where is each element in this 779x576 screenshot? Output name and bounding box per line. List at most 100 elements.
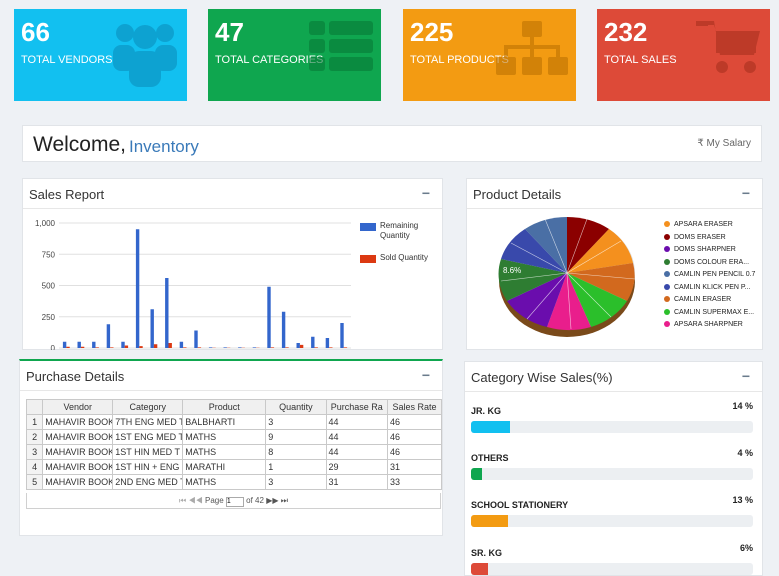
chart-bar[interactable]	[311, 336, 315, 348]
cell-vendor: MAHAVIR BOOK	[42, 414, 114, 430]
chart-bar[interactable]	[153, 344, 158, 348]
panel-title: Sales Report	[29, 187, 105, 202]
category-percent: 4 %	[737, 448, 753, 458]
chart-bar[interactable]	[77, 341, 81, 348]
cell-purchase-rate: 44	[325, 414, 389, 430]
legend-dot	[664, 309, 670, 316]
purchase-details-panel: Purchase Details − Vendor Category Produ…	[19, 359, 443, 536]
chart-bar[interactable]	[80, 346, 85, 348]
chart-bar[interactable]	[165, 278, 169, 348]
chart-bar[interactable]	[92, 341, 96, 348]
legend-dot	[664, 296, 670, 303]
chart-bar[interactable]	[270, 347, 275, 348]
y-tick-label: 250	[42, 313, 56, 322]
minimize-button[interactable]: −	[741, 185, 750, 201]
welcome-bar: Welcome, Inventory ₹ My Salary	[22, 125, 762, 162]
chart-bar[interactable]	[95, 347, 99, 348]
category-percent: 14 %	[732, 401, 753, 411]
legend-label: Remaining Quantity	[380, 221, 419, 240]
chart-bar[interactable]	[194, 330, 198, 349]
category-percent: 13 %	[732, 495, 753, 505]
table-row[interactable]: 1 MAHAVIR BOOK 7TH ENG MED T BALBHARTI 3…	[25, 414, 442, 430]
pie-slice	[567, 229, 633, 273]
stat-value: 225	[410, 17, 454, 47]
chart-bar[interactable]	[285, 347, 289, 348]
chart-bar[interactable]	[238, 347, 242, 348]
chart-bar[interactable]	[179, 341, 184, 348]
minimize-button[interactable]: −	[421, 185, 430, 201]
chart-bar[interactable]	[124, 345, 129, 349]
page-count: of 42	[246, 496, 264, 505]
cell-sales-rate: 46	[387, 444, 442, 460]
sales-report-panel: Sales Report − 0 250 500 750 1,000 Remaining…	[22, 178, 443, 350]
column-header[interactable]: Sales Rate	[387, 399, 442, 415]
chart-bar[interactable]	[299, 344, 304, 348]
column-header[interactable]: Product	[182, 399, 267, 415]
legend-item: DOMS SHARPNER	[664, 246, 736, 253]
table-row[interactable]: 5 MAHAVIR BOOK 2ND ENG MED T MATHS 3 31 …	[25, 474, 442, 490]
column-header[interactable]: Vendor	[42, 399, 114, 415]
chart-bar[interactable]	[197, 347, 202, 348]
chart-bar[interactable]	[296, 343, 300, 348]
cell-category: 1ST ENG MED T	[112, 429, 184, 445]
stat-vendors[interactable]: 66 TOTAL VENDORS	[14, 9, 187, 101]
row-number: 1	[25, 414, 44, 430]
chart-bar[interactable]	[208, 347, 213, 348]
cell-purchase-rate: 44	[325, 444, 389, 460]
chart-bar[interactable]	[343, 347, 348, 348]
chart-bar[interactable]	[139, 346, 143, 348]
chart-bar[interactable]	[281, 311, 286, 348]
last-page-button[interactable]: ⏭	[280, 496, 288, 505]
first-page-button[interactable]: ⏮	[179, 496, 187, 505]
cell-sales-rate: 46	[387, 429, 442, 445]
cell-product: MARATHI	[182, 459, 267, 475]
chart-bar[interactable]	[252, 347, 257, 348]
cell-purchase-rate: 31	[325, 474, 389, 490]
stat-sales[interactable]: 232 TOTAL SALES	[597, 9, 770, 101]
chart-bar[interactable]	[223, 347, 227, 348]
progress-bar	[471, 515, 753, 527]
progress-fill	[471, 563, 488, 575]
legend-dot	[664, 271, 670, 278]
table-row[interactable]: 3 MAHAVIR BOOK 1ST HIN MED T MATHS 8 44 …	[25, 444, 442, 460]
chart-bar[interactable]	[340, 323, 344, 348]
chart-bar[interactable]	[314, 347, 318, 348]
chart-bar[interactable]	[325, 338, 330, 348]
minimize-button[interactable]: −	[421, 367, 430, 383]
chart-bar[interactable]	[168, 343, 172, 348]
pie-percent-label: 8.6%	[503, 266, 521, 275]
table-row[interactable]: 4 MAHAVIR BOOK 1ST HIN + ENG MARATHI 1 2…	[25, 459, 442, 475]
cell-product: MATHS	[182, 444, 267, 460]
chart-bar[interactable]	[183, 347, 187, 348]
table-row[interactable]: 2 MAHAVIR BOOK 1ST ENG MED T MATHS 9 44 …	[25, 429, 442, 445]
column-header[interactable]: Quantity	[265, 399, 327, 415]
page-input[interactable]	[225, 496, 244, 507]
legend-dot	[664, 284, 670, 291]
my-salary-link[interactable]: ₹ My Salary	[697, 138, 751, 149]
prev-page-button[interactable]: ◀◀	[188, 496, 203, 505]
chart-bar[interactable]	[66, 346, 70, 348]
stat-categories[interactable]: 47 TOTAL CATEGORIES	[208, 9, 381, 101]
panel-title: Product Details	[473, 187, 562, 202]
legend-label: DOMS SHARPNER	[674, 246, 736, 253]
column-header[interactable]: Purchase Ra	[325, 399, 389, 415]
minimize-button[interactable]: −	[741, 368, 750, 384]
chart-bar[interactable]	[110, 347, 114, 348]
chart-bar[interactable]	[121, 341, 125, 348]
next-page-button[interactable]: ▶▶	[266, 496, 279, 505]
chart-bar[interactable]	[135, 229, 140, 348]
column-header[interactable]: Category	[112, 399, 184, 415]
stat-products[interactable]: 225 TOTAL PRODUCTS	[403, 9, 576, 101]
chart-bar[interactable]	[106, 324, 111, 348]
legend-dot	[664, 321, 670, 328]
chart-bar[interactable]	[329, 347, 333, 348]
stat-label: TOTAL PRODUCTS	[410, 54, 509, 66]
cell-product: BALBHARTI	[182, 414, 267, 430]
chart-bar[interactable]	[267, 286, 271, 348]
cell-sales-rate: 33	[387, 474, 442, 490]
pie-slice	[567, 263, 635, 301]
chart-bar[interactable]	[150, 309, 154, 348]
chart-bar[interactable]	[62, 341, 67, 348]
welcome-greeting: Welcome,	[33, 133, 126, 156]
users-icon	[113, 24, 177, 87]
